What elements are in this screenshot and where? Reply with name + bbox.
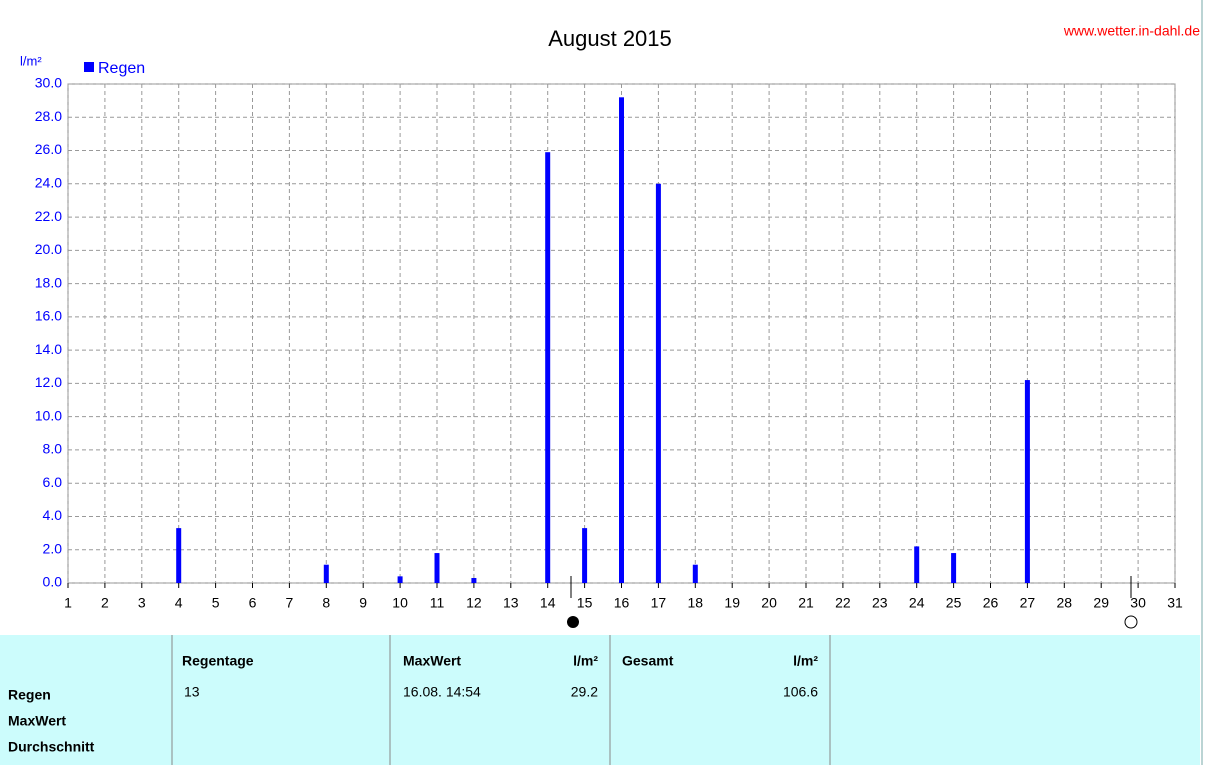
x-tick-label: 9 — [359, 595, 367, 611]
legend-swatch — [84, 62, 94, 72]
bar — [692, 564, 698, 583]
bar — [619, 97, 624, 583]
x-tick-label: 5 — [212, 595, 220, 611]
y-tick-label: 22.0 — [35, 208, 62, 224]
x-tick-label: 23 — [872, 595, 888, 611]
x-tick-label: 14 — [540, 595, 556, 611]
bar — [914, 546, 920, 583]
y-tick-label: 20.0 — [35, 241, 62, 257]
x-tick-label: 11 — [430, 595, 445, 611]
bar — [582, 528, 588, 583]
cell: 13 — [184, 684, 200, 700]
y-tick-label: 30.0 — [35, 75, 62, 91]
bar — [545, 152, 551, 584]
x-tick-label: 30 — [1130, 595, 1146, 611]
x-tick-label: 18 — [688, 595, 704, 611]
bar — [655, 183, 661, 584]
column-unit: l/m² — [573, 653, 598, 669]
cell: 29.2 — [571, 684, 598, 700]
bar — [176, 528, 182, 583]
x-tick-label: 4 — [175, 595, 183, 611]
x-tick-label: 8 — [322, 595, 330, 611]
y-tick-label: 24.0 — [35, 175, 62, 191]
x-tick-label: 16 — [614, 595, 630, 611]
y-tick-label: 2.0 — [43, 540, 63, 556]
x-tick-label: 13 — [503, 595, 519, 611]
x-tick-label: 29 — [1093, 595, 1109, 611]
bar — [323, 564, 329, 583]
x-tick-label: 10 — [392, 595, 408, 611]
y-tick-label: 18.0 — [35, 274, 62, 290]
marker-open — [1124, 615, 1138, 629]
x-tick-label: 12 — [466, 595, 482, 611]
x-tick-label: 31 — [1167, 595, 1183, 611]
x-tick-label: 2 — [101, 595, 109, 611]
legend-label: Regen — [98, 60, 145, 77]
column-header: MaxWert — [403, 653, 461, 669]
x-tick-label: 17 — [651, 595, 667, 611]
bar — [1024, 380, 1030, 583]
row-label: MaxWert — [8, 713, 66, 729]
column-unit: l/m² — [793, 653, 818, 669]
marker-filled — [567, 616, 579, 628]
table-background — [0, 635, 1200, 765]
y-tick-label: 0.0 — [43, 574, 63, 590]
y-tick-label: 12.0 — [35, 374, 62, 390]
table-dividers — [171, 635, 831, 765]
x-tick-label: 3 — [138, 595, 146, 611]
markers — [567, 576, 1138, 629]
x-tick-label: 6 — [249, 595, 257, 611]
column-header: Gesamt — [622, 653, 674, 669]
chart-title: August 2015 — [548, 26, 672, 51]
row-label: Regen — [8, 687, 51, 703]
y-tick-label: 6.0 — [43, 474, 63, 490]
bar — [951, 553, 957, 583]
row-label: Durchschnitt — [8, 739, 95, 755]
y-tick-label: 8.0 — [43, 441, 63, 457]
x-tick-label: 26 — [983, 595, 999, 611]
y-axis-label: l/m² — [20, 53, 42, 68]
x-tick-label: 21 — [798, 595, 814, 611]
x-tick-label: 1 — [64, 595, 72, 611]
x-tick-label: 19 — [724, 595, 740, 611]
cell: 16.08. 14:54 — [403, 684, 481, 700]
x-tick-label: 15 — [577, 595, 593, 611]
cell: 106.6 — [783, 684, 818, 700]
bar — [471, 578, 477, 583]
x-tick-label: 25 — [946, 595, 962, 611]
y-tick-label: 16.0 — [35, 308, 62, 324]
y-tick-label: 4.0 — [43, 507, 63, 523]
x-tick-label: 27 — [1020, 595, 1036, 611]
bar — [397, 576, 403, 583]
y-tick-label: 26.0 — [35, 141, 62, 157]
x-tick-label: 7 — [286, 595, 294, 611]
x-tick-label: 24 — [909, 595, 925, 611]
x-tick-label: 28 — [1057, 595, 1073, 611]
y-tick-label: 10.0 — [35, 407, 62, 423]
bar — [434, 553, 440, 583]
x-tick-label: 20 — [761, 595, 777, 611]
x-tick-label: 22 — [835, 595, 851, 611]
column-header: Regentage — [182, 653, 254, 669]
y-tick-label: 14.0 — [35, 341, 62, 357]
y-tick-label: 28.0 — [35, 108, 62, 124]
source: www.wetter.in-dahl.de — [1063, 23, 1200, 39]
